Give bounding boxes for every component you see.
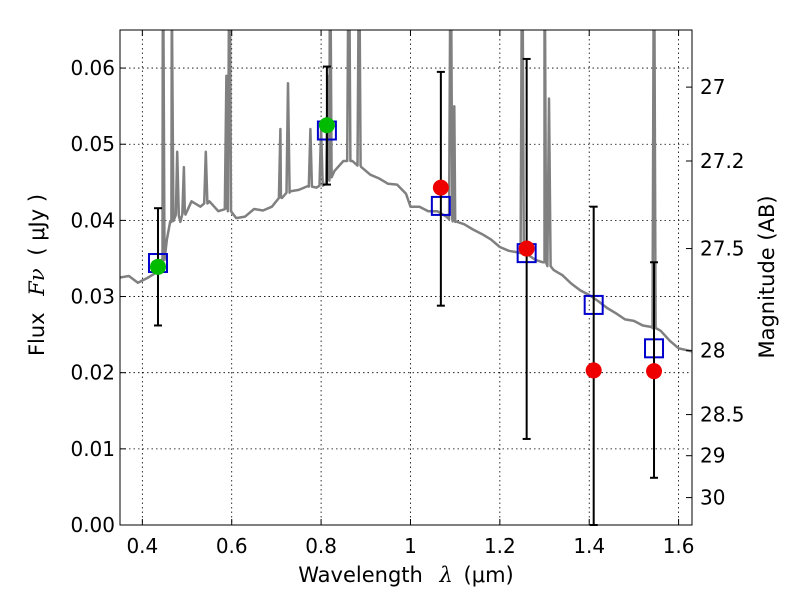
y-axis-symbol: Fν xyxy=(25,268,49,297)
observed-point xyxy=(432,179,449,196)
observed-point xyxy=(646,363,663,380)
y2-tick-label: 28.5 xyxy=(700,403,745,427)
observed-points-series xyxy=(149,117,663,380)
y-tick-label: 0.02 xyxy=(70,361,115,385)
observed-point xyxy=(149,258,166,275)
y-tick-label: 0.03 xyxy=(70,285,115,309)
observed-point xyxy=(518,240,535,257)
x-axis-unit: (μm) xyxy=(464,563,514,587)
y-tick-label: 0.05 xyxy=(70,132,115,156)
y-axis-title: Flux Fν ( μJy ) xyxy=(25,194,49,356)
x-tick-label: 1.6 xyxy=(663,534,695,558)
spectrum-line xyxy=(120,30,692,353)
y2-tick-label: 30 xyxy=(700,486,725,510)
y-tick-label: 0.01 xyxy=(70,437,115,461)
x-tick-label: 0.6 xyxy=(216,534,248,558)
observed-point xyxy=(318,117,335,134)
x-tick-label: 0.4 xyxy=(126,534,158,558)
x-tick-label: 1 xyxy=(404,534,417,558)
y-axis-label: Flux xyxy=(25,312,49,356)
x-tick-label: 1.4 xyxy=(573,534,605,558)
y-tick-label: 0.00 xyxy=(70,513,115,537)
y2-tick-label: 27.2 xyxy=(700,149,745,173)
x-axis-symbol: λ xyxy=(439,563,453,587)
y2-axis-title: Magnitude (AB) xyxy=(755,195,779,358)
x-tick-label: 1.2 xyxy=(484,534,516,558)
y2-tick-label: 28 xyxy=(700,339,725,363)
y2-tick-label: 27.5 xyxy=(700,237,745,261)
y-tick-label: 0.04 xyxy=(70,208,115,232)
grid-lines xyxy=(120,30,692,526)
x-axis-title: Wavelength λ (μm) xyxy=(298,563,513,587)
y2-tick-label: 27 xyxy=(700,75,725,99)
y-axis-unit: ( μJy ) xyxy=(25,194,49,256)
x-axis-label: Wavelength xyxy=(298,563,423,587)
spectrum-series xyxy=(120,30,692,353)
observed-point xyxy=(585,362,602,379)
y-tick-label: 0.06 xyxy=(70,56,115,80)
axis-ticks: 0.4 0.6 0.8 1 1.2 1.4 1.6 0.00 0.01 0.02 0.03 0.04 0… xyxy=(70,30,745,558)
y2-tick-label: 29 xyxy=(700,444,725,468)
plot-frame xyxy=(119,29,693,526)
x-tick-label: 0.8 xyxy=(305,534,337,558)
